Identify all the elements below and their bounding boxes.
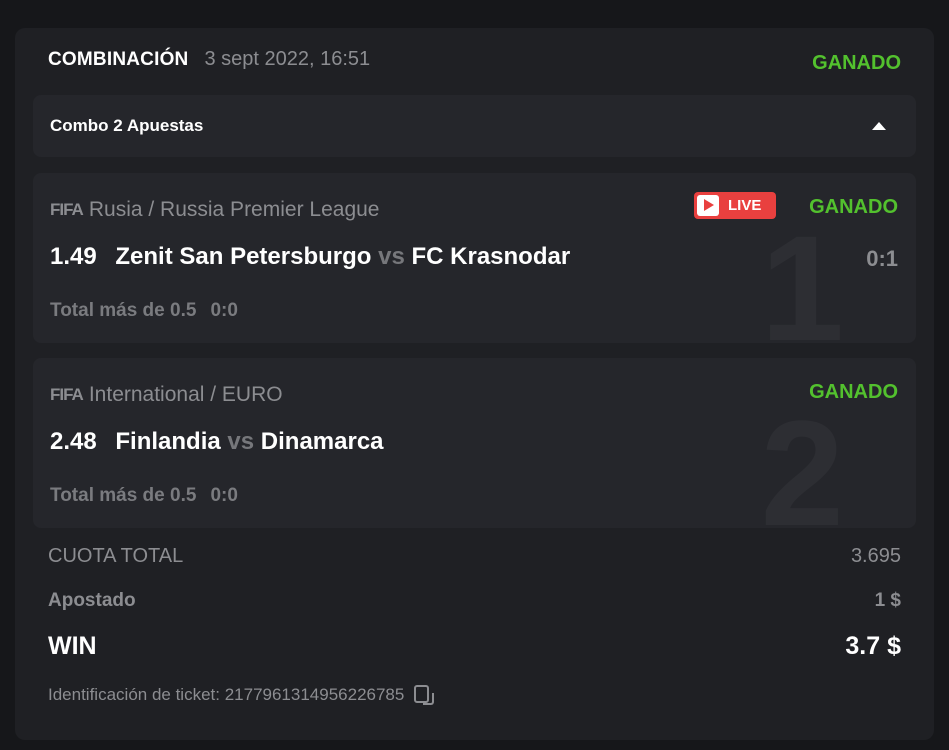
fifa-icon: FIFA — [50, 385, 84, 404]
home-team: Finlandia — [115, 428, 221, 455]
bet-item-1: 1 FIFA Rusia / Russia Premier League LIV… — [33, 173, 916, 343]
market-name: Total más de 0.5 — [50, 485, 197, 506]
combo-label: Combo 2 Apuestas — [50, 116, 204, 135]
bet-datetime: 3 sept 2022, 16:51 — [204, 48, 371, 70]
match-score: 0:1 — [866, 246, 898, 271]
live-label: LIVE — [728, 197, 762, 214]
ticket-id: Identificación de ticket: 21779613149562… — [48, 685, 435, 705]
away-team: FC Krasnodar — [411, 243, 571, 270]
market-score: 0:0 — [210, 300, 238, 321]
bet-status: GANADO — [809, 381, 898, 403]
market-line: Total más de 0.5 0:0 — [50, 485, 238, 507]
market-score: 0:0 — [210, 485, 238, 506]
staked-row: Apostado 1 $ — [48, 590, 901, 612]
ticket-header: COMBINACIÓN 3 sept 2022, 16:51 — [48, 48, 370, 71]
win-label: WIN — [48, 632, 97, 660]
win-value: 3.7 $ — [845, 632, 901, 660]
bet-type-title: COMBINACIÓN — [48, 49, 189, 70]
live-badge[interactable]: LIVE — [694, 192, 776, 219]
ticket-status-badge: GANADO — [812, 52, 901, 74]
bet-odd: 2.48 — [50, 428, 97, 455]
play-icon — [697, 195, 719, 216]
vs-label: vs — [378, 243, 405, 270]
triangle-up-icon[interactable] — [872, 122, 886, 130]
bet-ticket-card: COMBINACIÓN 3 sept 2022, 16:51 GANADO Co… — [15, 28, 934, 740]
league-name: Rusia / Russia Premier League — [88, 198, 380, 221]
match-line: 2.48 Finlandia vs Dinamarca — [50, 428, 384, 456]
total-odds-row: CUOTA TOTAL 3.695 — [48, 545, 901, 568]
staked-label: Apostado — [48, 590, 136, 611]
league-name: International / EURO — [88, 383, 283, 406]
bet-index: 2 — [760, 418, 844, 528]
staked-value: 1 $ — [874, 590, 901, 611]
ticket-id-label: Identificación de ticket: 21779613149562… — [48, 685, 405, 704]
vs-label: vs — [227, 428, 255, 455]
copy-icon[interactable] — [414, 685, 435, 705]
bet-odd: 1.49 — [50, 243, 97, 270]
bet-item-2: 2 FIFA International / EURO GANADO 2.48 … — [33, 358, 916, 528]
bet-index: 1 — [760, 233, 844, 343]
total-odds-value: 3.695 — [850, 545, 901, 567]
market-name: Total más de 0.5 — [50, 300, 197, 321]
win-row: WIN 3.7 $ — [48, 632, 901, 661]
combo-toggle[interactable]: Combo 2 Apuestas — [33, 95, 916, 157]
bet-status: GANADO — [809, 196, 898, 218]
total-odds-label: CUOTA TOTAL — [48, 545, 184, 567]
market-line: Total más de 0.5 0:0 — [50, 300, 238, 322]
away-team: Dinamarca — [260, 428, 384, 455]
home-team: Zenit San Petersburgo — [115, 243, 372, 270]
match-line: 1.49 Zenit San Petersburgo vs FC Krasnod… — [50, 243, 570, 271]
fifa-icon: FIFA — [50, 200, 84, 219]
